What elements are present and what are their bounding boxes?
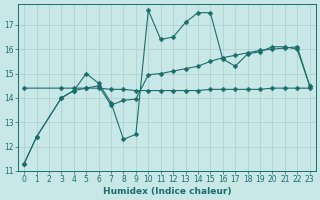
X-axis label: Humidex (Indice chaleur): Humidex (Indice chaleur) [103, 187, 231, 196]
